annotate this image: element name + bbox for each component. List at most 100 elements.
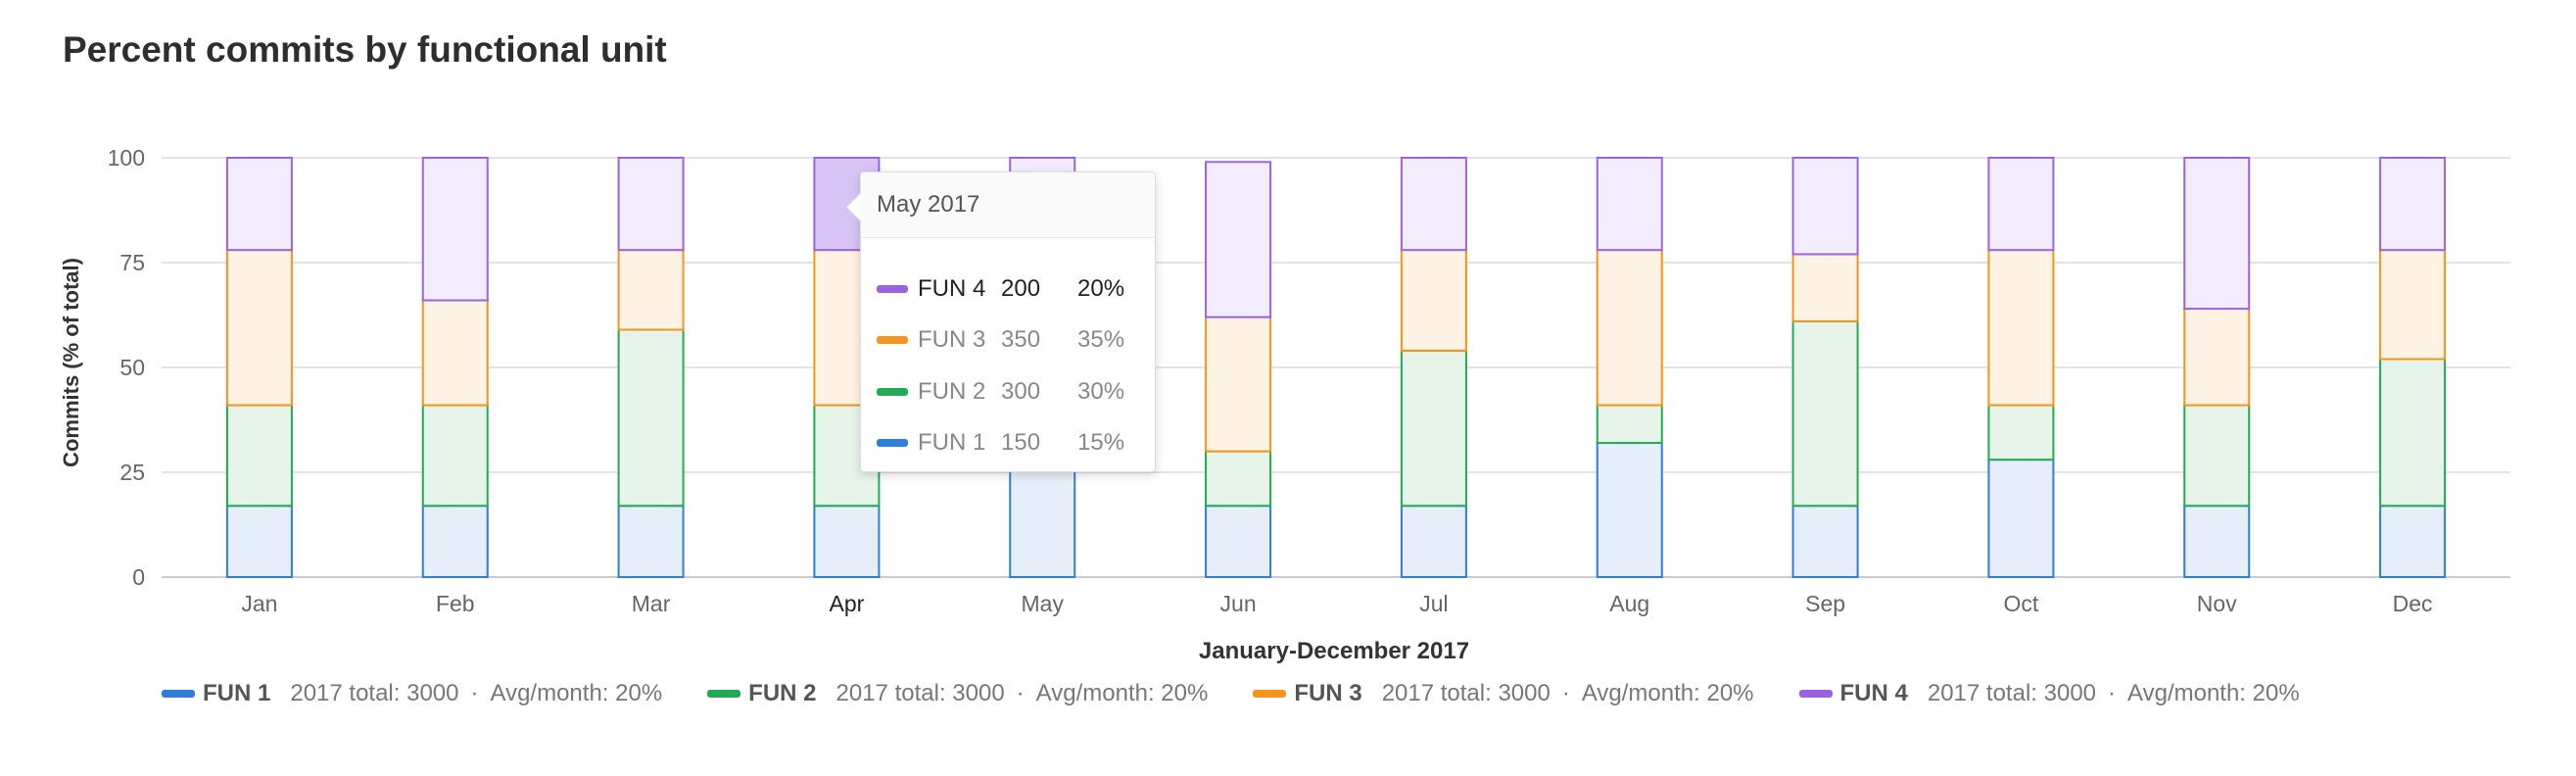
x-tick-label: Jun xyxy=(1220,591,1257,616)
legend-swatch xyxy=(707,690,741,698)
legend-average: Avg/month: 20% xyxy=(2127,680,2300,706)
bar-segment[interactable] xyxy=(1987,249,2055,407)
bar-segment[interactable] xyxy=(225,404,293,508)
bar-segment[interactable] xyxy=(1791,319,1859,508)
bar-segment[interactable] xyxy=(421,299,489,407)
bar-segment[interactable] xyxy=(1400,349,1467,508)
x-axis-title: January-December 2017 xyxy=(1199,638,1469,664)
bar-segment[interactable] xyxy=(1400,249,1467,352)
legend-average: Avg/month: 20% xyxy=(1035,680,1209,706)
bar-segment[interactable] xyxy=(225,249,293,407)
legend-average: Avg/month: 20% xyxy=(1581,680,1754,706)
bar-segment[interactable] xyxy=(2379,358,2447,508)
bar-segment[interactable] xyxy=(1205,315,1272,453)
x-tick-label: Dec xyxy=(2393,591,2433,616)
y-tick-label: 50 xyxy=(119,355,145,380)
bar-segment[interactable] xyxy=(1987,157,2055,252)
legend-item[interactable]: FUN 3 2017 total: 3000 · Avg/month: 20% xyxy=(1253,680,1754,707)
bar-segment[interactable] xyxy=(1791,505,1859,578)
bar-segment[interactable] xyxy=(1205,161,1272,318)
bar-segment[interactable] xyxy=(2379,157,2447,252)
gridlines xyxy=(162,157,2510,578)
bar-segment[interactable] xyxy=(1987,404,2055,461)
chart-title: Percent commits by functional unit xyxy=(63,29,667,70)
bar-segment[interactable] xyxy=(1987,459,2055,578)
legend-item[interactable]: FUN 2 2017 total: 3000 · Avg/month: 20% xyxy=(707,680,1208,707)
legend-swatch xyxy=(1798,690,1833,698)
bar-segment[interactable] xyxy=(1400,505,1467,578)
bar-segment[interactable] xyxy=(1205,450,1272,508)
bar-segment[interactable] xyxy=(813,505,881,578)
bar-segment[interactable] xyxy=(2379,249,2447,361)
y-tick-label: 25 xyxy=(119,460,145,485)
bar-segment[interactable] xyxy=(2183,404,2251,508)
tooltip-percent: 20% xyxy=(1077,275,1125,302)
tooltip-count: 350 xyxy=(1001,326,1041,353)
legend-swatch xyxy=(162,690,195,698)
tooltip-series-name: FUN 4 xyxy=(918,275,986,302)
bar-segment[interactable] xyxy=(1400,157,1467,252)
legend-total: 2017 total: 3000 xyxy=(290,680,459,706)
bar-segment[interactable] xyxy=(1009,454,1076,579)
bar-segment[interactable] xyxy=(1596,404,1663,445)
bar-segment[interactable] xyxy=(1791,253,1859,322)
x-tick-label: Feb xyxy=(436,591,475,616)
legend-item[interactable]: FUN 4 2017 total: 3000 · Avg/month: 20% xyxy=(1798,680,2300,707)
tooltip-swatch xyxy=(877,285,908,293)
x-tick-label: Jul xyxy=(1419,591,1448,616)
y-tick-label: 100 xyxy=(108,145,145,170)
bar-segment[interactable] xyxy=(2183,308,2251,407)
legend-total: 2017 total: 3000 xyxy=(835,680,1005,706)
bar-segment[interactable] xyxy=(2379,505,2447,578)
tooltip-row: FUN 2 300 30% xyxy=(877,377,1141,407)
y-axis-ticks: 0 25 50 75 100 xyxy=(108,145,145,590)
tooltip-count: 150 xyxy=(1001,429,1041,456)
bar-segment[interactable] xyxy=(2183,157,2251,311)
tooltip-series-name: FUN 2 xyxy=(918,378,986,405)
legend-series-name: FUN 2 xyxy=(748,680,817,706)
bars[interactable] xyxy=(225,157,2447,579)
tooltip-swatch xyxy=(877,336,908,344)
x-tick-label: Mar xyxy=(632,591,671,616)
tooltip-count: 200 xyxy=(1001,275,1041,302)
bar-segment[interactable] xyxy=(617,157,685,252)
bar-segment[interactable] xyxy=(1205,505,1272,578)
legend-swatch xyxy=(1253,690,1287,698)
bar-segment[interactable] xyxy=(2183,505,2251,578)
legend-item[interactable]: FUN 1 2017 total: 3000 · Avg/month: 20% xyxy=(162,680,662,707)
y-tick-label: 0 xyxy=(132,564,145,590)
x-tick-label: Aug xyxy=(1609,591,1649,616)
legend-separator: · xyxy=(1016,680,1025,706)
bar-segment[interactable] xyxy=(1596,157,1663,252)
bar-segment[interactable] xyxy=(1596,249,1663,407)
bar-segment[interactable] xyxy=(421,157,489,302)
tooltip-series-name: FUN 1 xyxy=(918,429,986,456)
bar-segment[interactable] xyxy=(617,505,685,578)
tooltip-row: FUN 4 200 20% xyxy=(877,274,1141,304)
bar-segment[interactable] xyxy=(421,505,489,578)
tooltip-swatch xyxy=(877,439,908,447)
tooltip: May 2017 FUN 4 200 20% FUN 3 350 35% FUN 2 300 3… xyxy=(845,171,1156,472)
legend-series-name: FUN 3 xyxy=(1294,680,1362,706)
bar-segment[interactable] xyxy=(421,404,489,508)
tooltip-percent: 15% xyxy=(1077,429,1125,456)
x-tick-label: Oct xyxy=(2004,591,2039,616)
legend-total: 2017 total: 3000 xyxy=(1381,680,1550,706)
bar-segment[interactable] xyxy=(1791,157,1859,256)
legend-separator: · xyxy=(1561,680,1570,706)
legend-series-name: FUN 1 xyxy=(203,680,271,706)
tooltip-swatch xyxy=(877,388,908,396)
bar-segment[interactable] xyxy=(617,249,685,331)
bar-segment[interactable] xyxy=(617,328,685,508)
legend-separator: · xyxy=(2108,680,2117,706)
bar-segment[interactable] xyxy=(225,505,293,578)
bar-segment[interactable] xyxy=(1596,442,1663,579)
tooltip-count: 300 xyxy=(1001,378,1041,405)
bar-segment[interactable] xyxy=(225,157,293,252)
legend-average: Avg/month: 20% xyxy=(490,680,663,706)
x-tick-label: Jan xyxy=(241,591,277,616)
x-axis-ticks: Jan Feb Mar Apr May Jun Jul Aug Sep Oct Nov Dec xyxy=(241,591,2432,616)
tooltip-row: FUN 3 350 35% xyxy=(877,325,1141,355)
y-axis-title: Commits (% of total) xyxy=(59,258,83,467)
